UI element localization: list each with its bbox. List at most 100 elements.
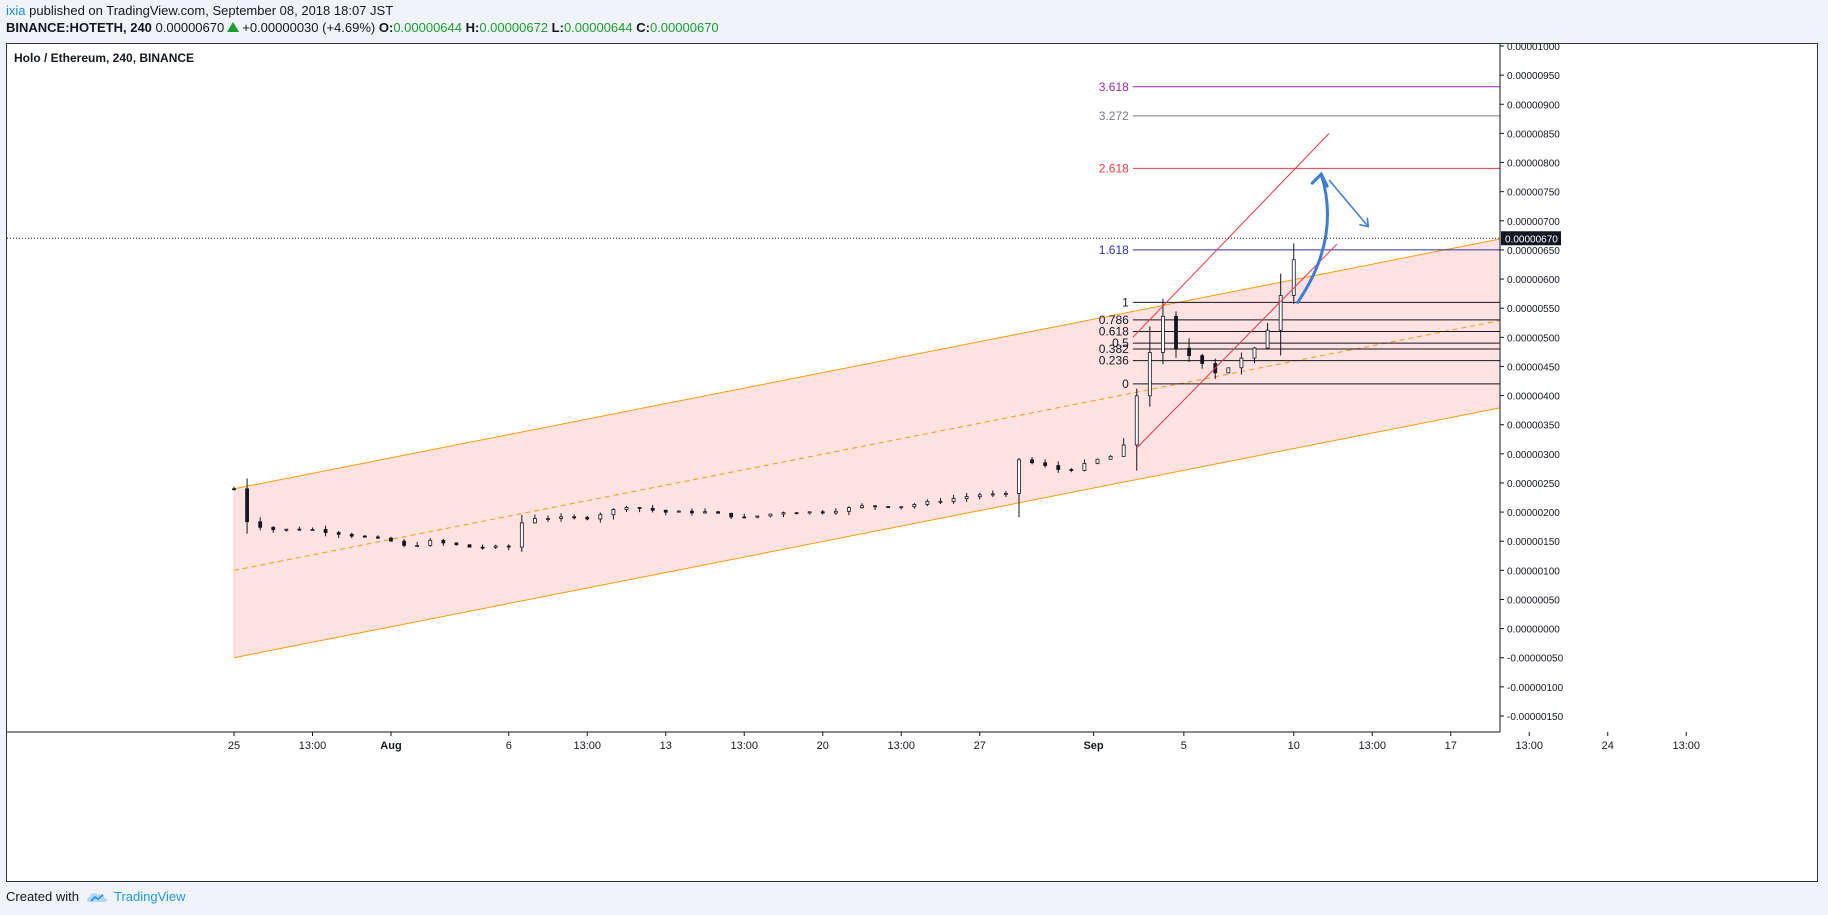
candle-body bbox=[546, 518, 550, 520]
candle-body bbox=[598, 514, 603, 520]
price-tick-label: 0.00000750 bbox=[1507, 188, 1560, 199]
candle-body bbox=[323, 529, 328, 533]
candle-body bbox=[493, 545, 498, 548]
candle-body bbox=[506, 545, 511, 548]
price-tick-label: 0.00000000 bbox=[1507, 625, 1560, 636]
close-value: 0.00000670 bbox=[649, 20, 719, 35]
candle-body bbox=[245, 488, 249, 523]
candle-body bbox=[376, 536, 380, 539]
candle-body bbox=[663, 509, 668, 513]
price-tick-label: 0.00000300 bbox=[1507, 450, 1560, 461]
candle-body bbox=[349, 533, 354, 537]
candle-body bbox=[232, 488, 236, 491]
candle-body bbox=[820, 511, 825, 514]
fib-level-label: 3.618 bbox=[1099, 80, 1129, 94]
candle-body bbox=[1121, 444, 1126, 457]
fib-level-label: 0.236 bbox=[1099, 354, 1129, 368]
tradingview-cloud-icon bbox=[86, 893, 108, 902]
price-tick-label: 0.00000350 bbox=[1507, 421, 1560, 432]
candle-body bbox=[755, 515, 760, 518]
candle-body bbox=[559, 516, 563, 519]
candle-body bbox=[258, 521, 263, 528]
time-tick-label: Aug bbox=[380, 740, 401, 752]
created-with-text: Created with bbox=[6, 889, 79, 904]
fib-level-label: 0.618 bbox=[1099, 324, 1129, 338]
candle-body bbox=[1056, 465, 1061, 470]
time-tick-label: 27 bbox=[974, 740, 986, 752]
candle-body bbox=[454, 542, 459, 546]
candle-body bbox=[873, 505, 877, 508]
price-tick-label: 0.00000600 bbox=[1507, 275, 1560, 286]
candle-body bbox=[1108, 455, 1113, 460]
footer: Created with TradingView bbox=[6, 889, 186, 905]
time-tick-label: 13:00 bbox=[1672, 740, 1700, 752]
price-tick-label: 0.00000950 bbox=[1507, 71, 1560, 82]
candle-body bbox=[1069, 469, 1074, 471]
price-tick-label: 0.00000050 bbox=[1507, 595, 1560, 606]
candle-body bbox=[271, 526, 276, 531]
candle-body bbox=[310, 529, 315, 531]
candle-body bbox=[1043, 462, 1048, 466]
candle-body bbox=[990, 493, 995, 496]
price-tick-label: 0.00000400 bbox=[1507, 392, 1560, 403]
low-label: L: bbox=[551, 20, 564, 35]
regression-channel-fill bbox=[234, 238, 1500, 658]
price-tick-label: -0.00000100 bbox=[1507, 683, 1564, 694]
curved-arrow-head bbox=[1310, 171, 1329, 188]
open-value: 0.00000644 bbox=[393, 20, 462, 35]
candle-body bbox=[585, 516, 590, 520]
channel-middle-line bbox=[233, 320, 1500, 571]
candle-body bbox=[297, 528, 302, 531]
fib-level-label: 1 bbox=[1122, 295, 1129, 309]
candle-body bbox=[676, 510, 681, 513]
price-tick-label: -0.00000150 bbox=[1507, 712, 1564, 723]
price-tick-label: 0.00000800 bbox=[1507, 159, 1560, 170]
chart-area[interactable]: 4.2363.6183.2722.6181.61810.7860.6180.50… bbox=[6, 43, 1818, 882]
candle-body bbox=[389, 537, 393, 542]
candle-body bbox=[925, 501, 930, 505]
candle-body bbox=[977, 494, 982, 498]
candle-body bbox=[441, 539, 446, 544]
candle-body bbox=[362, 535, 367, 538]
price-chart[interactable]: 4.2363.6183.2722.6181.61810.7860.6180.50… bbox=[7, 44, 1817, 881]
fib-level-label: 2.618 bbox=[1099, 161, 1129, 175]
time-tick-label: 5 bbox=[1181, 740, 1187, 752]
candle-body bbox=[833, 510, 838, 514]
author-link[interactable]: ixia bbox=[6, 3, 26, 18]
price-tick-label: 0.00000450 bbox=[1507, 362, 1560, 373]
red-channel-upper bbox=[1132, 133, 1330, 338]
candles bbox=[232, 243, 1296, 552]
publish-info: ixia published on TradingView.com, Septe… bbox=[6, 3, 393, 19]
candle-body bbox=[467, 544, 472, 548]
time-tick-label: 24 bbox=[1602, 740, 1614, 752]
time-tick-label: 13:00 bbox=[299, 740, 327, 752]
last-price-badge bbox=[1501, 231, 1561, 246]
candle-body bbox=[1095, 458, 1100, 464]
candle-body bbox=[1134, 395, 1139, 446]
time-tick-label: 13:00 bbox=[1515, 740, 1543, 752]
tradingview-link[interactable]: TradingView bbox=[85, 889, 186, 905]
candle-body bbox=[284, 528, 289, 531]
candle-body bbox=[1004, 493, 1008, 495]
fib-level-label: 0.786 bbox=[1099, 313, 1129, 327]
time-tick-label: 17 bbox=[1445, 740, 1457, 752]
chart-title: Holo / Ethereum, 240, BINANCE bbox=[14, 51, 194, 65]
candle-body bbox=[1252, 347, 1257, 359]
candle-body bbox=[1187, 347, 1191, 357]
candle-body bbox=[1017, 459, 1021, 494]
candle-body bbox=[938, 500, 943, 503]
fib-level-label: 0 bbox=[1122, 377, 1129, 391]
candle-body bbox=[1174, 315, 1178, 349]
candle-body bbox=[899, 506, 904, 509]
publish-text: published on TradingView.com, September … bbox=[29, 3, 394, 18]
time-tick-label: 13:00 bbox=[730, 740, 758, 752]
candle-body bbox=[768, 513, 773, 517]
fib-level-label: 3.272 bbox=[1099, 109, 1129, 123]
time-tick-label: 10 bbox=[1288, 740, 1300, 752]
candle-body bbox=[690, 510, 694, 514]
price-tick-label: 0.00000250 bbox=[1507, 479, 1560, 490]
channel-lower-line bbox=[233, 407, 1500, 659]
candle-body bbox=[519, 522, 524, 548]
candle-body bbox=[1082, 462, 1087, 471]
candle-body bbox=[1200, 355, 1205, 364]
